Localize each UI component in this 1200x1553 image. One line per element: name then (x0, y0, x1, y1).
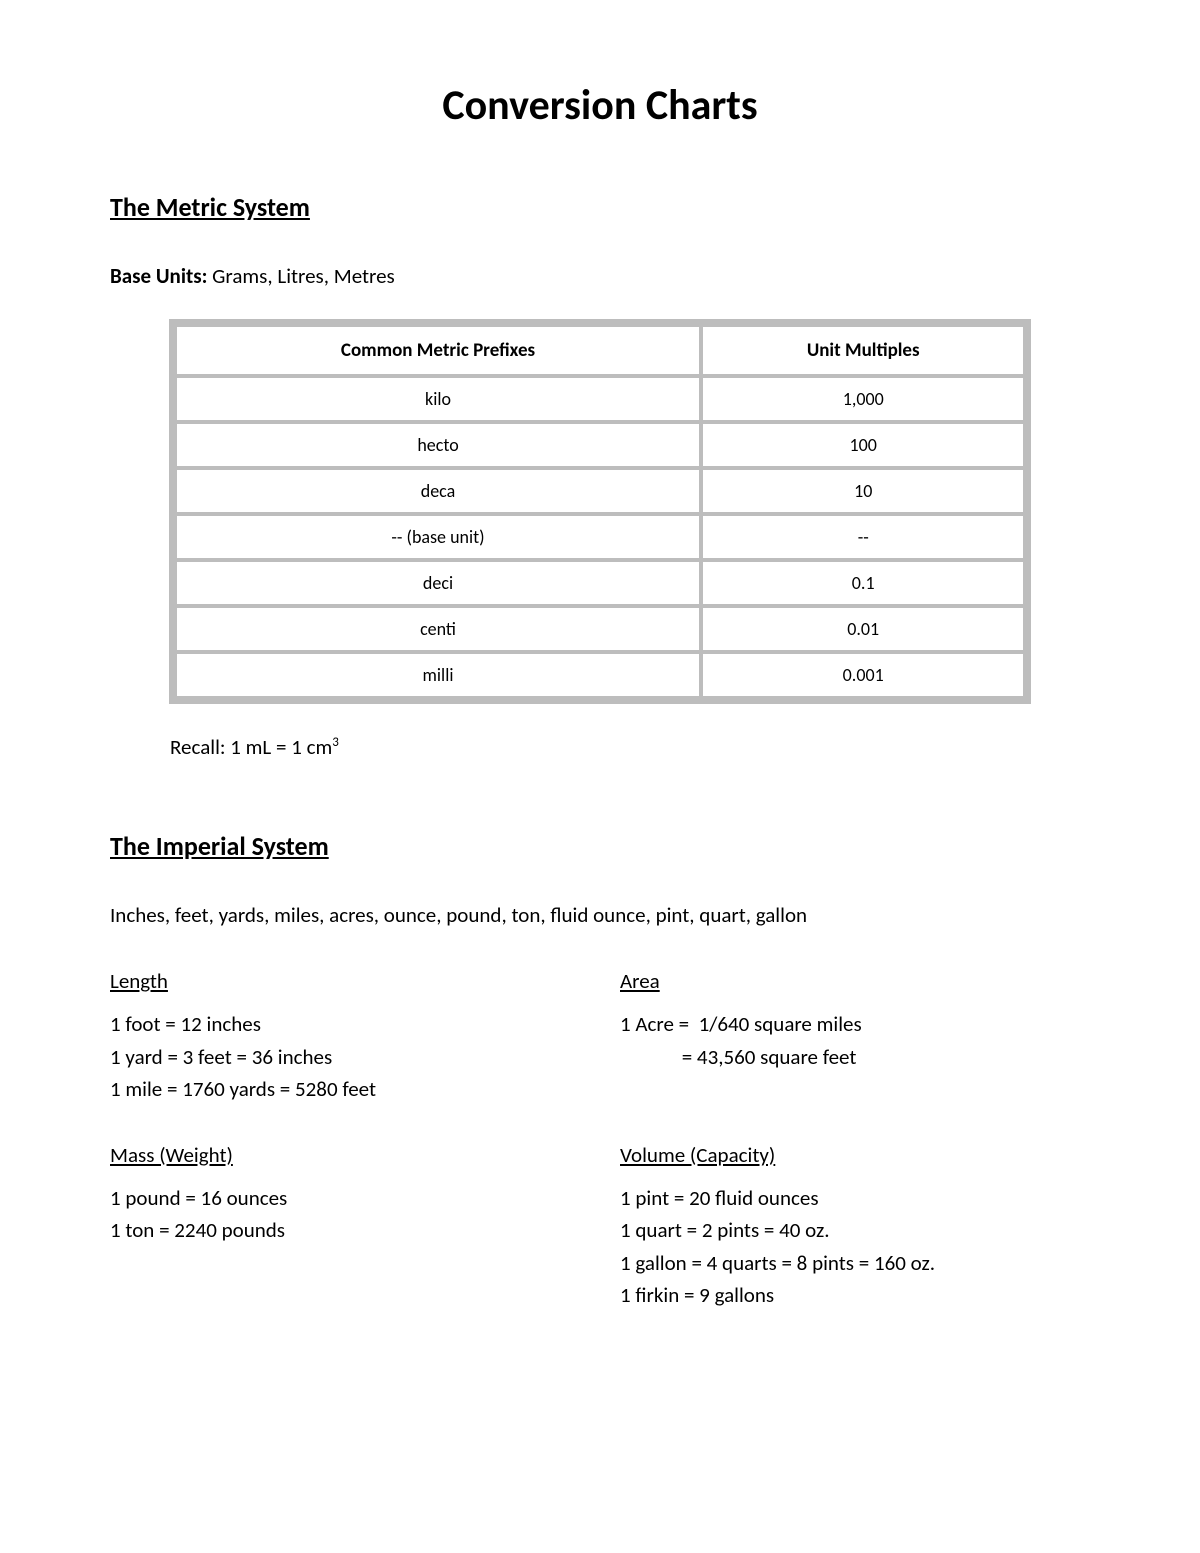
base-units-label: Base Units: (110, 263, 207, 289)
cell-prefix: kilo (177, 378, 699, 420)
cell-multiple: 100 (703, 424, 1023, 466)
cell-prefix: -- (base unit) (177, 516, 699, 558)
conversion-line: 1 gallon = 4 quarts = 8 pints = 160 oz. (620, 1247, 1090, 1280)
table-row: hecto 100 (177, 424, 1023, 466)
table-header-prefix: Common Metric Prefixes (177, 327, 699, 374)
recall-line: Recall: 1 mL = 1 cm3 (170, 734, 1090, 760)
conversion-line: 1 Acre = 1/640 square miles (620, 1008, 1090, 1041)
lines-area: 1 Acre = 1/640 square miles = 43,560 squ… (620, 1008, 1090, 1073)
table-row: milli 0.001 (177, 654, 1023, 696)
table-row: deca 10 (177, 470, 1023, 512)
section-heading-imperial: The Imperial System (110, 830, 1090, 862)
lines-length: 1 foot = 12 inches 1 yard = 3 feet = 36 … (110, 1008, 580, 1106)
subhead-area: Area (620, 968, 1090, 994)
lines-volume: 1 pint = 20 fluid ounces 1 quart = 2 pin… (620, 1182, 1090, 1312)
cell-multiple: 1,000 (703, 378, 1023, 420)
table-row: -- (base unit) -- (177, 516, 1023, 558)
subhead-volume: Volume (Capacity) (620, 1142, 1090, 1168)
table-header-multiple: Unit Multiples (703, 327, 1023, 374)
table-row: centi 0.01 (177, 608, 1023, 650)
recall-superscript: 3 (332, 735, 339, 750)
base-units-value: Grams, Litres, Metres (207, 263, 394, 289)
table-header-row: Common Metric Prefixes Unit Multiples (177, 327, 1023, 374)
cell-prefix: deca (177, 470, 699, 512)
page-title: Conversion Charts (110, 80, 1090, 131)
cell-multiple: 10 (703, 470, 1023, 512)
cell-prefix: milli (177, 654, 699, 696)
table-row: kilo 1,000 (177, 378, 1023, 420)
recall-text: Recall: 1 mL = 1 cm (170, 734, 332, 760)
conversion-line: 1 pint = 20 fluid ounces (620, 1182, 1090, 1215)
cell-prefix: centi (177, 608, 699, 650)
conversion-line: 1 firkin = 9 gallons (620, 1279, 1090, 1312)
col-mass: Mass (Weight) 1 pound = 16 ounces 1 ton … (110, 1142, 580, 1312)
conversion-line: 1 quart = 2 pints = 40 oz. (620, 1214, 1090, 1247)
conversion-line: 1 foot = 12 inches (110, 1008, 580, 1041)
conversion-line: 1 yard = 3 feet = 36 inches (110, 1041, 580, 1074)
table-row: deci 0.1 (177, 562, 1023, 604)
col-area: Area 1 Acre = 1/640 square miles = 43,56… (620, 968, 1090, 1106)
conversion-line: 1 mile = 1760 yards = 5280 feet (110, 1073, 580, 1106)
row-mass-volume: Mass (Weight) 1 pound = 16 ounces 1 ton … (110, 1142, 1090, 1312)
cell-multiple: -- (703, 516, 1023, 558)
cell-multiple: 0.1 (703, 562, 1023, 604)
cell-prefix: hecto (177, 424, 699, 466)
col-volume: Volume (Capacity) 1 pint = 20 fluid ounc… (620, 1142, 1090, 1312)
cell-prefix: deci (177, 562, 699, 604)
base-units-line: Base Units: Grams, Litres, Metres (110, 263, 1090, 289)
row-length-area: Length 1 foot = 12 inches 1 yard = 3 fee… (110, 968, 1090, 1106)
subhead-mass: Mass (Weight) (110, 1142, 580, 1168)
col-length: Length 1 foot = 12 inches 1 yard = 3 fee… (110, 968, 580, 1106)
cell-multiple: 0.01 (703, 608, 1023, 650)
page: Conversion Charts The Metric System Base… (0, 0, 1200, 1448)
lines-mass: 1 pound = 16 ounces 1 ton = 2240 pounds (110, 1182, 580, 1247)
conversion-line: 1 ton = 2240 pounds (110, 1214, 580, 1247)
subhead-length: Length (110, 968, 580, 994)
imperial-units-list: Inches, feet, yards, miles, acres, ounce… (110, 902, 1090, 928)
metric-prefix-table: Common Metric Prefixes Unit Multiples ki… (169, 319, 1031, 704)
conversion-line: = 43,560 square feet (620, 1041, 1090, 1074)
section-heading-metric: The Metric System (110, 191, 1090, 223)
cell-multiple: 0.001 (703, 654, 1023, 696)
conversion-line: 1 pound = 16 ounces (110, 1182, 580, 1215)
